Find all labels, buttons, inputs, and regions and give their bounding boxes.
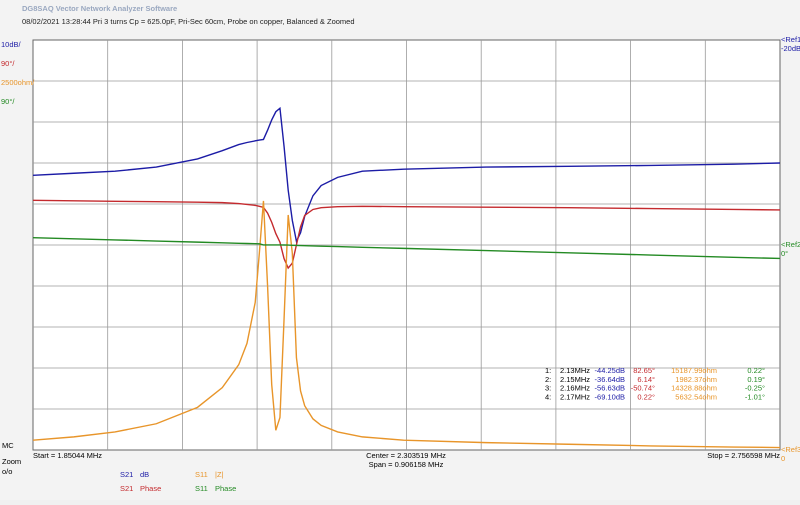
legend-unit: |Z| <box>215 470 224 479</box>
marker-cell: 14328.88ohm <box>671 384 717 393</box>
marker-cell: -1.01° <box>745 392 765 401</box>
legend-name: S21 <box>120 484 133 493</box>
side-label: MC <box>2 441 14 450</box>
marker-cell: 2: <box>545 375 551 384</box>
legend-unit: Phase <box>215 484 236 493</box>
legend-name: S11 <box>195 484 208 493</box>
app-title: DG8SAQ Vector Network Analyzer Software <box>22 4 177 13</box>
marker-cell: 1: <box>545 366 551 375</box>
stop-label: Stop = 2.756598 MHz <box>707 451 780 460</box>
legend-name: S21 <box>120 470 133 479</box>
marker-cell: 1982.37ohm <box>675 375 717 384</box>
ref-value: -20dB <box>781 44 800 53</box>
marker-cell: 4: <box>545 392 551 401</box>
center-label: Center = 2.303519 MHz <box>366 451 446 460</box>
ref-label: <Ref1 <box>781 35 800 44</box>
scale-label: 90°/ <box>1 59 15 68</box>
marker-cell: -69.10dB <box>595 392 625 401</box>
marker-cell: -50.74° <box>631 384 655 393</box>
trace <box>32 106 781 244</box>
ref-label: <Ref2 <box>781 240 800 249</box>
marker-cell: 2.15MHz <box>560 375 590 384</box>
marker-cell: 2.16MHz <box>560 384 590 393</box>
marker-cell: -44.25dB <box>595 366 625 375</box>
scale-label: 10dB/ <box>1 40 22 49</box>
legend-unit: Phase <box>140 484 161 493</box>
side-label: Zoom <box>2 457 21 466</box>
legend-unit: dB <box>140 470 149 479</box>
trace <box>32 199 781 270</box>
marker-cell: 5632.54ohm <box>675 392 717 401</box>
marker-cell: 0.22° <box>637 392 655 401</box>
scale-label: 2500ohm/ <box>1 78 35 87</box>
marker-cell: 3: <box>545 384 551 393</box>
span-label: Span = 0.906158 MHz <box>369 460 444 469</box>
ref-value: 0° <box>781 249 788 258</box>
start-label: Start = 1.85044 MHz <box>33 451 102 460</box>
marker-cell: 6.14° <box>637 375 655 384</box>
marker-cell: 0.22° <box>747 366 765 375</box>
marker-cell: 15187.99ohm <box>671 366 717 375</box>
marker-cell: -56.63dB <box>595 384 625 393</box>
marker-cell: -36.64dB <box>595 375 625 384</box>
marker-cell: 2.17MHz <box>560 392 590 401</box>
scale-label: 90°/ <box>1 97 15 106</box>
marker-cell: 82.65° <box>633 366 655 375</box>
ref-label: <Ref3 <box>781 445 800 454</box>
side-label: o/o <box>2 467 12 476</box>
marker-cell: 0.19° <box>747 375 765 384</box>
marker-cell: -0.25° <box>745 384 765 393</box>
marker-cell: 2.13MHz <box>560 366 590 375</box>
trace <box>32 237 781 260</box>
trace <box>32 200 781 449</box>
subtitle: 08/02/2021 13:28:44 Pri 3 turns Cp = 625… <box>22 17 355 26</box>
ref-value: 0 <box>781 454 785 463</box>
legend-name: S11 <box>195 470 208 479</box>
